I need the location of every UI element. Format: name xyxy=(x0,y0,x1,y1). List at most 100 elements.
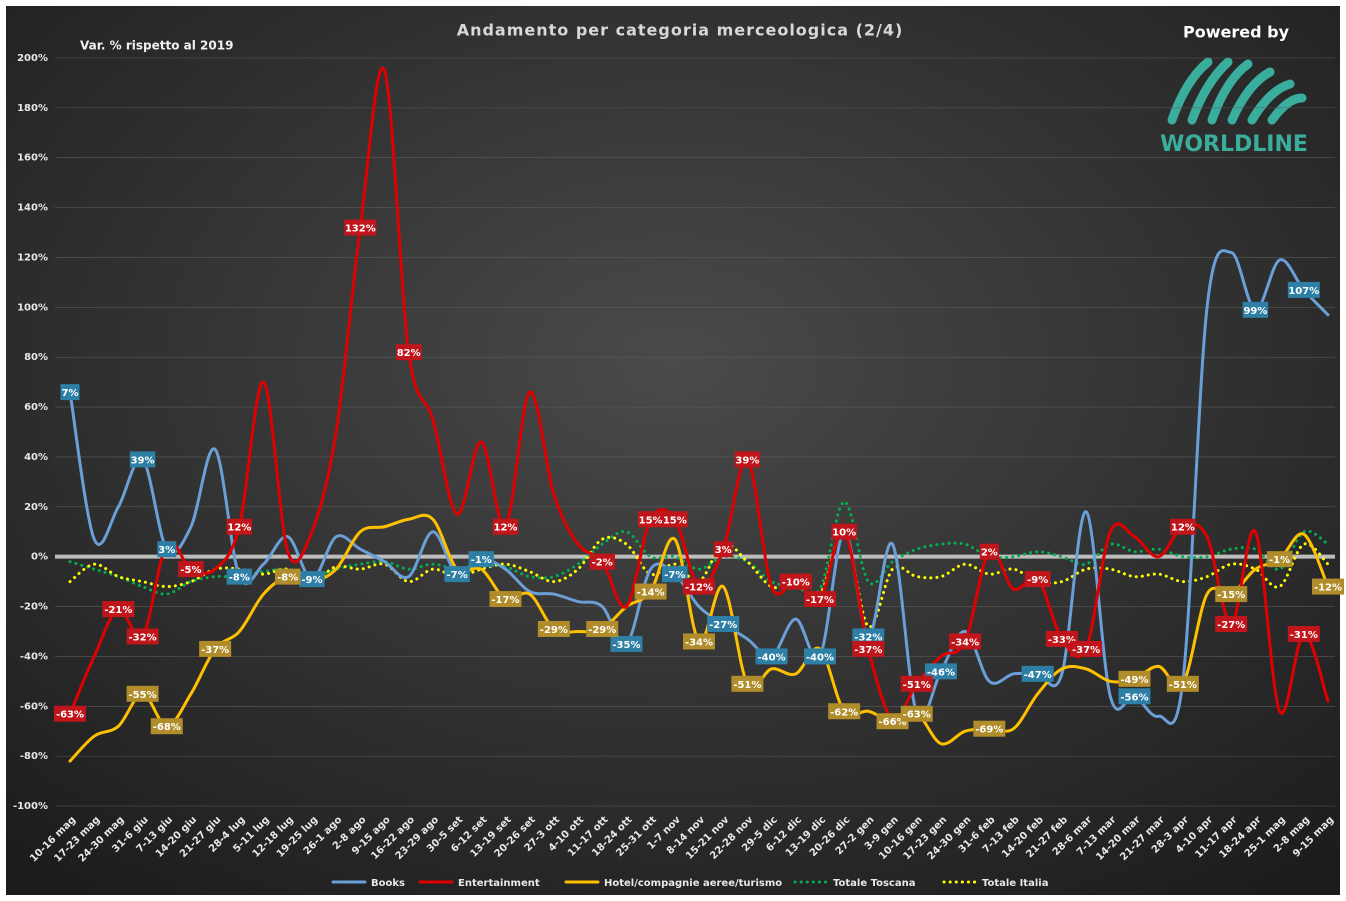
value-label: -47% xyxy=(1024,670,1052,681)
value-label: -34% xyxy=(685,637,713,648)
value-label: -69% xyxy=(975,725,1003,736)
value-label-box xyxy=(150,718,183,735)
value-label: 99% xyxy=(1243,306,1267,317)
value-label-box xyxy=(226,518,253,535)
value-label-box xyxy=(662,566,688,583)
chart-title: Andamento per categoria merceologica (2/… xyxy=(457,21,904,40)
value-label-box xyxy=(828,703,861,720)
value-label: -8% xyxy=(229,573,250,584)
value-label: 82% xyxy=(397,348,421,359)
value-label-box xyxy=(586,620,619,637)
y-tick-label: 100% xyxy=(17,302,48,313)
value-label: -5% xyxy=(180,565,201,576)
value-label: 39% xyxy=(131,455,155,466)
value-label-box xyxy=(683,633,715,650)
y-tick-label: 160% xyxy=(17,153,48,164)
value-label-box xyxy=(979,543,999,560)
value-label: 12% xyxy=(493,523,517,534)
y-tick-label: 20% xyxy=(24,502,48,513)
y-tick-label: -80% xyxy=(20,751,48,762)
value-label-box xyxy=(1170,518,1196,535)
y-tick-label: 200% xyxy=(17,53,48,64)
legend-label: Totale Italia xyxy=(982,878,1048,889)
value-label-box xyxy=(537,620,570,637)
value-label-box xyxy=(102,601,135,618)
value-label: -14% xyxy=(637,588,665,599)
value-label: -21% xyxy=(104,605,132,616)
value-label: -17% xyxy=(806,595,834,606)
value-label: -37% xyxy=(854,645,882,656)
logo-mark xyxy=(1167,57,1307,125)
value-label: -35% xyxy=(612,640,640,651)
value-label-box xyxy=(468,551,495,568)
powered-by: Powered by xyxy=(1183,23,1290,42)
y-tick-label: 60% xyxy=(24,402,48,413)
value-label-box xyxy=(634,583,667,600)
value-label-box xyxy=(126,685,159,702)
value-label-box xyxy=(707,615,740,632)
value-label-box xyxy=(1266,551,1293,568)
value-label-box xyxy=(713,541,733,558)
value-label-box xyxy=(489,591,522,608)
value-label: 12% xyxy=(227,523,251,534)
value-label: -9% xyxy=(301,575,322,586)
value-label: -29% xyxy=(588,625,616,636)
value-label-box xyxy=(876,713,909,730)
value-label-box xyxy=(924,663,957,680)
value-label: -17% xyxy=(491,595,519,606)
value-label-box xyxy=(803,591,836,608)
value-label: -33% xyxy=(1048,635,1076,646)
value-label-box xyxy=(444,566,470,583)
value-label-box xyxy=(1287,625,1320,642)
value-label: 107% xyxy=(1288,286,1319,297)
value-label-box xyxy=(60,384,80,401)
series-line xyxy=(68,530,1330,628)
value-label-box xyxy=(157,541,177,558)
value-label: -63% xyxy=(56,710,84,721)
value-label-box xyxy=(54,705,86,722)
value-label: -32% xyxy=(129,632,157,643)
value-label-box xyxy=(1215,586,1248,603)
value-label: -37% xyxy=(201,645,229,656)
value-label: 10% xyxy=(832,528,856,539)
value-label: 15% xyxy=(639,515,663,526)
value-label: -34% xyxy=(951,637,979,648)
value-label-box xyxy=(1242,301,1269,318)
value-label-box xyxy=(662,511,688,528)
logo-text: WORLDLINE xyxy=(1160,132,1308,157)
value-label: 15% xyxy=(663,515,687,526)
value-label-box xyxy=(395,344,422,361)
y-tick-label: -60% xyxy=(20,701,48,712)
value-label-box xyxy=(1024,571,1051,588)
legend-label: Entertainment xyxy=(458,878,540,889)
value-label: 3% xyxy=(158,545,175,556)
plot-background xyxy=(6,6,1340,895)
value-label: -56% xyxy=(1120,692,1148,703)
value-label-box xyxy=(779,573,812,590)
value-label-box xyxy=(731,675,764,692)
y-tick-label: 0% xyxy=(31,552,48,563)
value-label-box xyxy=(973,720,1006,737)
value-label: -1% xyxy=(471,555,492,566)
value-label-box xyxy=(1166,675,1199,692)
value-label-box xyxy=(900,675,933,692)
value-label: -46% xyxy=(927,667,955,678)
value-label: 3% xyxy=(715,545,732,556)
value-label: -49% xyxy=(1120,675,1148,686)
value-label: -51% xyxy=(733,680,761,691)
value-label: 2% xyxy=(981,548,998,559)
value-label-box xyxy=(199,640,232,657)
value-label-box xyxy=(1215,615,1248,632)
value-label-box xyxy=(683,578,715,595)
value-label-box xyxy=(129,451,156,468)
legend-label: Books xyxy=(371,878,405,889)
y-tick-label: -20% xyxy=(20,602,48,613)
value-label-box xyxy=(949,633,982,650)
value-label-box xyxy=(1070,640,1103,657)
value-label-box xyxy=(610,635,643,652)
y-tick-label: 120% xyxy=(17,252,48,263)
value-label: -15% xyxy=(1217,590,1245,601)
value-label: -68% xyxy=(153,722,181,733)
value-label-box xyxy=(589,553,615,570)
